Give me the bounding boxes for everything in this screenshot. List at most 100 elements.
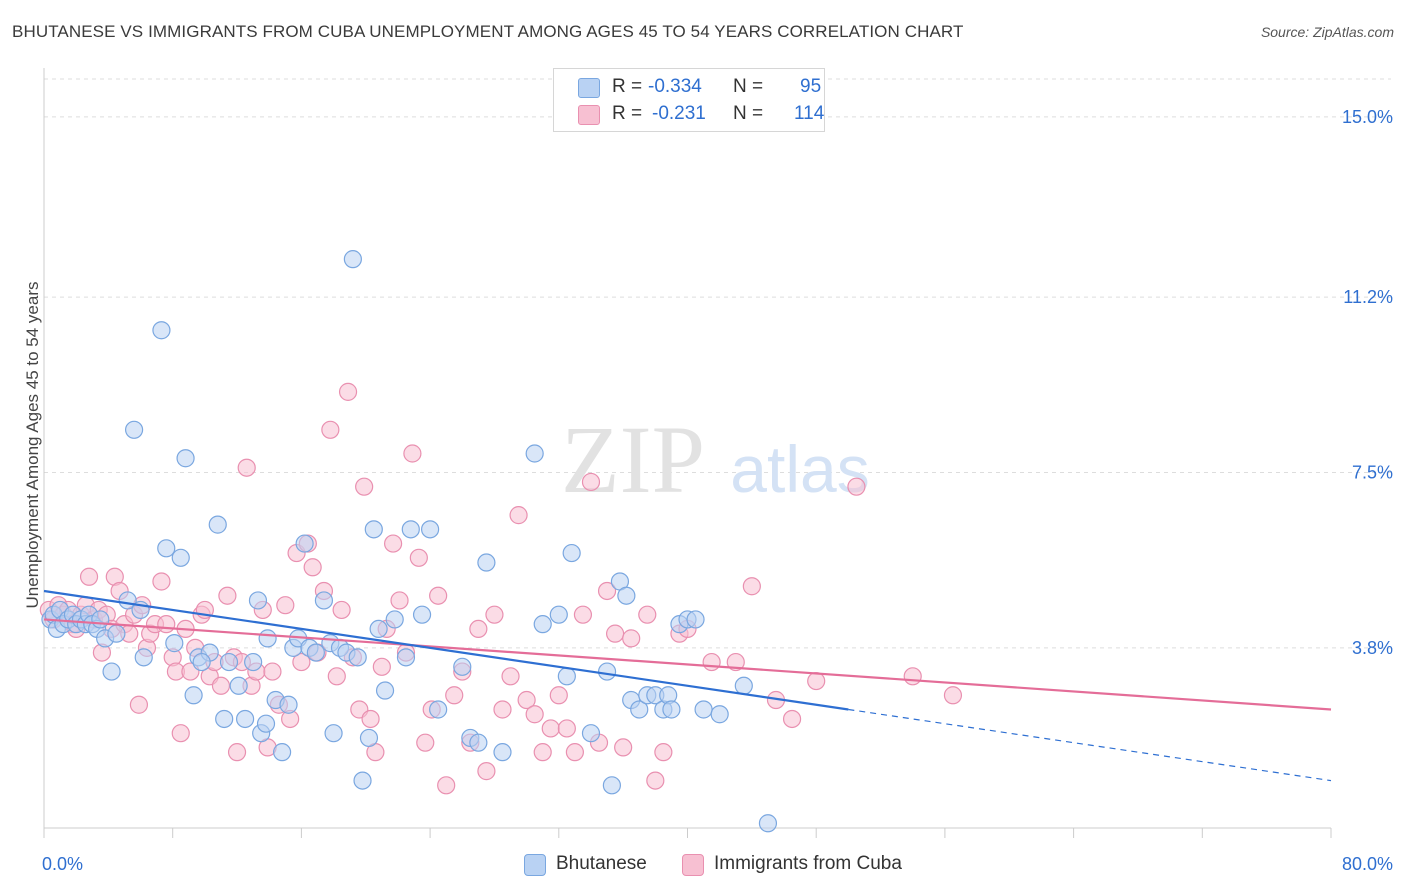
x-tick-label-max: 80.0%: [1342, 854, 1393, 874]
cuba-point: [477, 762, 496, 781]
bhutanese-point: [686, 610, 705, 629]
cuba-point: [355, 477, 374, 496]
bhutanese-point: [401, 520, 420, 539]
cuba-point: [327, 667, 346, 686]
bhutanese-point: [152, 321, 171, 340]
bhutanese-point: [256, 714, 276, 733]
cuba-point: [541, 719, 560, 738]
bhutanese-point: [91, 610, 110, 629]
cuba-point: [237, 458, 256, 477]
cuba-point: [276, 596, 295, 615]
trend-line-cuba: [43, 618, 1332, 711]
bhutanese-point: [630, 700, 649, 719]
bhutanese-point: [215, 709, 234, 729]
n-value: 95: [800, 76, 822, 97]
cuba-point: [157, 615, 176, 634]
bhutanese-point: [597, 662, 617, 681]
x-tick-label-min: 0.0%: [42, 854, 83, 874]
n-value: 114: [794, 103, 825, 124]
bhutanese-point: [710, 705, 729, 724]
cuba-point: [211, 676, 231, 695]
axes: [43, 68, 1332, 838]
trend-lines: [43, 589, 1332, 782]
cuba-point: [622, 629, 641, 648]
bhutanese-point: [734, 676, 753, 695]
bhutanese-point: [694, 700, 713, 719]
watermark-atlas: atlas: [730, 432, 869, 506]
cuba-point: [372, 657, 391, 676]
cuba-point: [263, 662, 282, 681]
cuba-point: [646, 771, 665, 790]
bhutanese-point: [343, 250, 362, 269]
bhutanese-point: [396, 648, 416, 667]
bhutanese-swatch: [578, 78, 600, 98]
bhutanese-point: [295, 534, 314, 553]
bhutanese-point: [219, 652, 239, 672]
bhutanese-point: [359, 728, 379, 748]
cuba-point: [597, 581, 617, 601]
cuba-point: [303, 558, 322, 577]
y-tick-label: 3.8%: [1352, 638, 1393, 658]
source-label: Source: ZipAtlas.com: [1260, 24, 1394, 40]
cuba-point: [614, 738, 633, 757]
bhutanese-point: [229, 676, 248, 695]
bhutanese-point: [453, 657, 472, 676]
y-tick-label: 11.2%: [1343, 287, 1393, 307]
bhutanese-point: [549, 605, 568, 624]
cuba-point: [557, 719, 576, 738]
bhutanese-point: [192, 652, 211, 672]
bhutanese-point: [171, 548, 190, 567]
bhutanese-point: [176, 449, 195, 468]
n-label: N =: [733, 76, 764, 97]
bhutanese-point: [421, 520, 440, 539]
bhutanese-point: [662, 700, 681, 719]
bhutanese-point: [157, 539, 176, 558]
r-value: -0.334: [648, 76, 702, 97]
r-value: -0.231: [652, 103, 706, 124]
bhutanese-point: [208, 515, 227, 534]
cuba-point: [726, 652, 745, 672]
y-tick-label: 7.5%: [1352, 462, 1393, 482]
cuba-point: [606, 624, 625, 643]
y-tick-label: 15.0%: [1342, 107, 1393, 127]
cuba-swatch: [682, 854, 704, 876]
cuba-point: [403, 444, 422, 463]
grid-lines: [44, 78, 1391, 649]
trend-line-bhutanese-extension: [848, 708, 1332, 782]
cuba-point: [171, 724, 190, 743]
cuba-point: [742, 577, 761, 596]
cuba-point: [509, 506, 528, 525]
cuba-point: [292, 652, 311, 672]
cuba-point: [654, 743, 673, 762]
bhutanese-point: [235, 709, 255, 729]
bhutanese-point: [557, 667, 576, 686]
bhutanese-point: [272, 743, 292, 762]
bhutanese-point: [562, 543, 581, 563]
n-label: N =: [733, 103, 764, 124]
trend-line-bhutanese: [43, 589, 849, 711]
cuba-point: [321, 420, 340, 439]
cuba-point: [702, 652, 721, 672]
cuba-point: [565, 743, 584, 762]
cuba-point: [943, 686, 963, 705]
bhutanese-point: [134, 648, 153, 667]
cuba-point: [903, 667, 922, 686]
bhutanese-point: [124, 420, 144, 439]
cuba-point: [390, 591, 409, 610]
cuba-point: [152, 572, 171, 591]
bhutanese-point: [533, 615, 552, 634]
bhutanese-point: [353, 771, 372, 790]
bhutanese-point: [602, 776, 621, 795]
stats-legend: R = -0.334 N = 95 R = -0.231 N = 114: [553, 68, 825, 132]
bhutanese-point: [348, 648, 367, 667]
bhutanese-point: [244, 652, 263, 672]
cuba-point: [79, 567, 99, 586]
cuba-point: [493, 700, 512, 719]
bhutanese-point: [102, 662, 121, 681]
bhutanese-point: [493, 743, 512, 762]
cuba-point: [429, 586, 448, 605]
cuba-point: [525, 705, 544, 724]
cuba-point: [782, 709, 802, 729]
cuba-point: [361, 709, 380, 729]
cuba-point: [416, 733, 435, 752]
